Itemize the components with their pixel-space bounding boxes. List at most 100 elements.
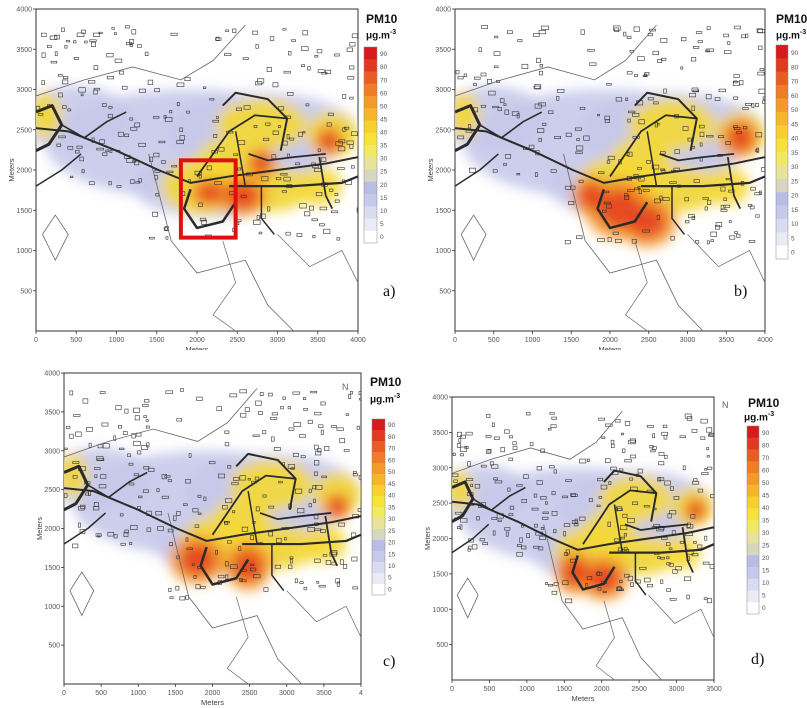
colorbar-step: [747, 508, 759, 520]
colorbar-tick-label: 30: [380, 156, 388, 163]
colorbar-title: PM10: [366, 13, 397, 25]
colorbar-tick-label: 30: [388, 516, 396, 523]
x-tick-label: 1000: [130, 690, 146, 697]
colorbar-step: [747, 497, 759, 509]
y-tick-label: 1000: [435, 248, 451, 255]
colorbar-tick-label: 15: [388, 551, 396, 558]
y-tick-label: 3000: [44, 448, 60, 455]
colorbar-tick-label: 20: [791, 193, 799, 200]
colorbar: 9080706050454035302520151050: [372, 419, 396, 595]
colorbar-tick-label: 45: [762, 492, 770, 499]
colorbar-tick-label: 0: [762, 605, 766, 612]
colorbar-step: [372, 452, 385, 463]
x-tick-label: 2500: [242, 690, 258, 697]
colorbar-tick-label: 60: [762, 467, 770, 474]
x-tick-label: 2500: [641, 337, 657, 344]
x-tick-label: 500: [70, 337, 82, 344]
colorbar-step: [747, 591, 759, 603]
y-tick-label: 4000: [435, 7, 451, 14]
y-tick-label: 500: [439, 288, 451, 295]
y-tick-label: 2500: [16, 127, 32, 134]
y-tick-label: 1000: [44, 604, 60, 611]
colorbar-tick-label: 80: [380, 64, 388, 71]
colorbar-tick-label: 15: [380, 195, 388, 202]
colorbar-step: [776, 139, 788, 153]
y-tick-label: 2500: [435, 127, 451, 134]
x-tick-label: 3000: [279, 690, 295, 697]
colorbar-tick-label: 35: [388, 504, 396, 511]
colorbar-step: [372, 573, 385, 584]
colorbar-step: [372, 562, 385, 573]
y-tick-label: 3000: [16, 87, 32, 94]
north-arrow-icon: N: [722, 400, 729, 410]
colorbar-tick-label: 30: [791, 164, 799, 171]
colorbar-tick-label: 15: [762, 568, 770, 575]
colorbar-tick-label: 10: [380, 208, 388, 215]
y-tick-label: 3500: [432, 430, 448, 437]
colorbar-step: [372, 485, 385, 496]
colorbar-step: [776, 45, 788, 59]
colorbar-step: [364, 170, 377, 183]
colorbar-tick-label: 40: [380, 130, 388, 137]
colorbar-step: [372, 430, 385, 441]
colorbar-step: [372, 496, 385, 507]
panel-letter: a): [383, 283, 395, 301]
x-axis-label: Meters: [201, 698, 224, 707]
north-arrow-icon: N: [342, 382, 349, 392]
colorbar-tick-label: 25: [388, 528, 396, 535]
colorbar-tick-label: 20: [380, 182, 388, 189]
colorbar-step: [372, 551, 385, 562]
x-tick-label: 0: [450, 686, 454, 693]
y-tick-label: 2000: [16, 168, 32, 175]
colorbar-step: [776, 85, 788, 99]
concentration-blob: [319, 131, 338, 150]
colorbar-step: [364, 194, 377, 207]
colorbar-tick-label: 10: [388, 563, 396, 570]
colorbar-tick-label: 50: [380, 103, 388, 110]
y-tick-label: 1000: [16, 248, 32, 255]
colorbar-tick-label: 45: [380, 116, 388, 123]
colorbar-step: [776, 192, 788, 206]
x-tick-label: 1000: [109, 337, 125, 344]
x-tick-label: 1000: [525, 337, 541, 344]
y-tick-label: 4000: [432, 395, 448, 402]
y-axis-label: Meters: [423, 527, 432, 550]
x-tick-label: 0: [62, 690, 66, 697]
colorbar-tick-label: 35: [380, 143, 388, 150]
panel-d: 0 500 1000 1500 2000 2500 3000 3500 500 1000 1500 2…: [420, 360, 807, 708]
colorbar: 9080706050454035302520151050: [776, 45, 799, 259]
concentration-blob: [180, 544, 216, 575]
y-tick-label: 500: [48, 643, 60, 650]
panel-b: 0 500 1000 1500 2000 2500 3000 3500 4000 500 1000 1…: [420, 0, 807, 350]
colorbar-tick-label: 40: [388, 493, 396, 500]
colorbar-tick-label: 25: [380, 169, 388, 176]
colorbar-tick-label: 0: [380, 234, 384, 241]
concentration-blob: [17, 86, 133, 150]
x-tick-label: 1500: [556, 686, 572, 693]
colorbar-step: [364, 72, 377, 85]
y-tick-label: 3000: [432, 465, 448, 472]
x-tick-label: 4000: [757, 337, 773, 344]
colorbar-step: [747, 450, 759, 462]
x-tick-label: 1500: [563, 337, 579, 344]
x-tick-label: 1000: [519, 686, 535, 693]
panel-letter: b): [734, 283, 747, 301]
colorbar-step: [776, 125, 788, 139]
x-tick-label: 500: [484, 686, 496, 693]
colorbar-step: [776, 152, 788, 166]
colorbar-step: [364, 108, 377, 121]
colorbar-step: [372, 441, 385, 452]
colorbar-tick-label: 5: [380, 221, 384, 228]
colorbar-tick-label: 10: [762, 580, 770, 587]
y-tick-label: 1500: [44, 565, 60, 572]
colorbar-step: [776, 179, 788, 193]
colorbar-tick-label: 50: [762, 480, 770, 487]
panel-a: 0 500 1000 1500 2000 2500 3000 3500 4000 500 1000 1…: [0, 0, 404, 350]
colorbar-tick-label: 80: [791, 64, 799, 71]
colorbar-step: [372, 584, 385, 595]
colorbar: 9080706050454035302520151050: [364, 47, 388, 243]
colorbar-tick-label: 60: [791, 93, 799, 100]
x-tick-label: 500: [95, 690, 107, 697]
colorbar-tick-label: 5: [388, 575, 392, 582]
colorbar-step: [372, 463, 385, 474]
